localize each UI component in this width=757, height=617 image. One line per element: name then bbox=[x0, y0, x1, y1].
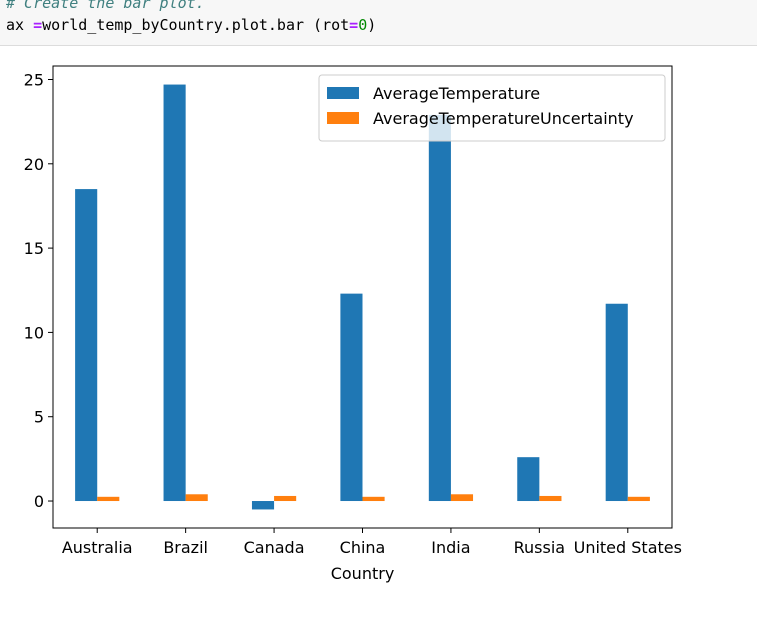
bar-uncertainty-india bbox=[450, 494, 474, 502]
bar-uncertainty-united-states bbox=[627, 496, 650, 502]
bar-temperature-australia bbox=[75, 189, 98, 502]
bar-uncertainty-australia bbox=[97, 496, 120, 502]
bar-temperature-india bbox=[428, 114, 451, 502]
y-tick-label: 20 bbox=[24, 155, 44, 174]
code-number: 0 bbox=[358, 16, 368, 34]
y-tick-label: 15 bbox=[24, 239, 44, 258]
code-statement: ax =world_temp_byCountry.plot.bar (rot=0… bbox=[6, 16, 376, 34]
bar-uncertainty-canada bbox=[274, 495, 297, 502]
bar-chart: 0 5 10 15 20 25 Australia Brazil Canada China Indi… bbox=[24, 65, 682, 583]
x-tick-label: Australia bbox=[62, 538, 133, 557]
x-tick-label: India bbox=[431, 538, 470, 557]
legend-label-temperature: AverageTemperature bbox=[373, 84, 540, 103]
legend-box bbox=[318, 74, 666, 142]
chart-area: 0 5 10 15 20 25 Australia Brazil Canada China Indi… bbox=[0, 46, 757, 613]
bar-temperature-brazil bbox=[163, 84, 186, 502]
legend-swatch-uncertainty bbox=[327, 112, 359, 124]
bar-uncertainty-russia bbox=[539, 495, 562, 502]
x-tick-label: China bbox=[340, 538, 386, 557]
bar-temperature-canada bbox=[251, 501, 275, 510]
legend-label-uncertainty: AverageTemperatureUncertainty bbox=[373, 109, 634, 128]
x-tick-label: Russia bbox=[514, 538, 565, 557]
code-close-paren: ) bbox=[367, 16, 377, 34]
bar-uncertainty-brazil bbox=[185, 494, 208, 502]
code-equals-operator: = bbox=[349, 16, 359, 34]
x-tick-label: Canada bbox=[244, 538, 305, 557]
bar-uncertainty-china bbox=[362, 496, 385, 502]
code-cell[interactable]: # Create the bar plot. ax =world_temp_by… bbox=[0, 0, 757, 46]
y-tick-label: 25 bbox=[24, 70, 44, 89]
legend-swatch-temperature bbox=[327, 87, 359, 99]
bar-temperature-russia bbox=[517, 457, 540, 502]
code-expression: world_temp_byCountry.plot.bar (rot bbox=[42, 16, 350, 34]
code-assign-operator: = bbox=[33, 16, 43, 34]
x-tick-label: United States bbox=[574, 538, 682, 557]
bar-temperature-united-states bbox=[605, 303, 628, 502]
code-comment: # Create the bar plot. bbox=[6, 0, 205, 12]
code-variable: ax bbox=[6, 16, 34, 34]
y-tick-label: 5 bbox=[34, 408, 44, 427]
x-tick-label: Brazil bbox=[163, 538, 208, 557]
y-tick-label: 10 bbox=[24, 323, 44, 342]
y-tick-label: 0 bbox=[34, 492, 44, 511]
bar-temperature-china bbox=[340, 293, 363, 502]
x-axis-label: Country bbox=[331, 564, 395, 583]
